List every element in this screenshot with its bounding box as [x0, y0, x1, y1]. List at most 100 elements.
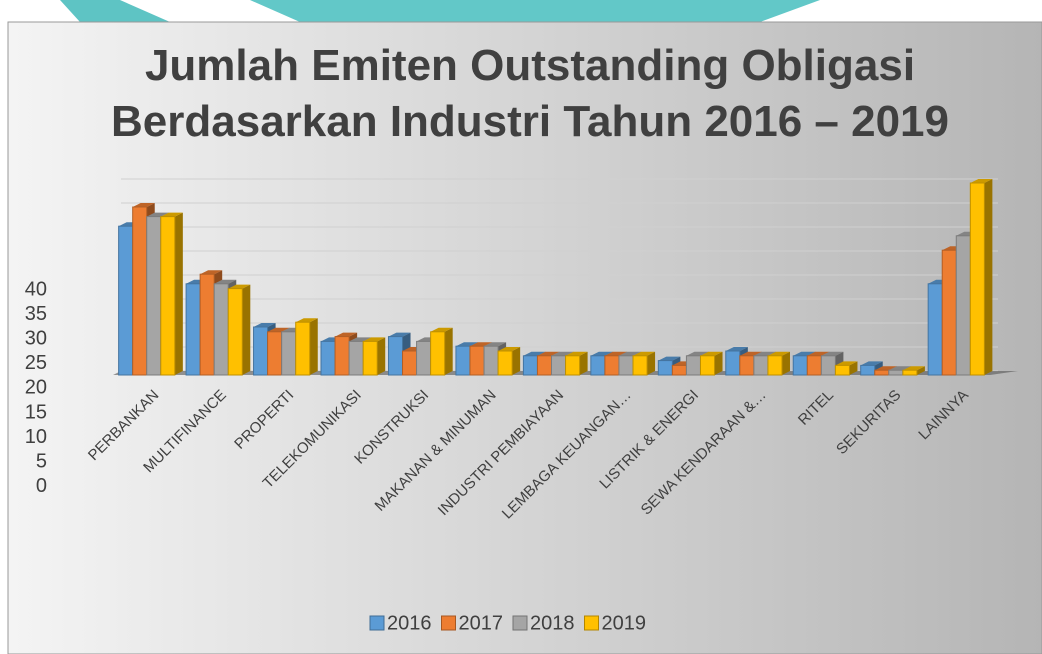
- bar-top: [455, 342, 478, 347]
- bar: [834, 364, 850, 376]
- bar: [551, 355, 567, 376]
- bar: [536, 355, 552, 376]
- bar: [348, 340, 364, 376]
- bar: [888, 369, 904, 376]
- bar-top: [686, 351, 709, 356]
- bar: [725, 350, 741, 376]
- bar: [334, 336, 350, 376]
- y-tick-label: 0: [36, 475, 47, 497]
- bar: [969, 182, 985, 376]
- bar: [320, 340, 336, 376]
- bar-top: [551, 351, 574, 356]
- bar: [362, 340, 378, 376]
- legend-swatch: [584, 615, 599, 631]
- bar-side: [781, 351, 790, 375]
- bar: [497, 350, 513, 376]
- y-tick-label: 10: [25, 426, 47, 448]
- bar: [941, 249, 957, 376]
- bar-top: [430, 327, 453, 332]
- bar-top: [807, 351, 830, 356]
- bar-top: [267, 327, 290, 332]
- bar-top: [349, 337, 372, 342]
- bar-top: [214, 279, 237, 284]
- bar: [146, 216, 162, 376]
- bar-top: [753, 351, 776, 356]
- bar: [632, 355, 648, 376]
- y-tick-label: 35: [25, 303, 47, 325]
- bar: [753, 355, 769, 376]
- bar-top: [295, 318, 318, 323]
- bar: [618, 355, 634, 376]
- legend-label: 2017: [459, 612, 504, 634]
- bar: [455, 345, 471, 376]
- bar: [685, 355, 701, 376]
- bar: [469, 345, 485, 376]
- bar: [671, 364, 687, 376]
- bar-top: [335, 332, 358, 337]
- bar-top: [523, 351, 546, 356]
- bar-top: [388, 332, 411, 337]
- bar: [699, 355, 716, 376]
- bar-top: [860, 361, 883, 366]
- decoration: [250, 0, 820, 22]
- decoration: [60, 0, 170, 22]
- bar: [955, 235, 971, 376]
- bar: [590, 355, 606, 376]
- bar: [792, 355, 808, 376]
- bar: [132, 206, 148, 376]
- bar-top: [565, 351, 588, 356]
- bar: [806, 355, 822, 376]
- bar-side: [242, 284, 251, 375]
- bar: [820, 355, 836, 376]
- bar-top: [537, 351, 560, 356]
- bar-top: [700, 351, 723, 356]
- bar: [387, 336, 404, 376]
- bar: [253, 326, 269, 376]
- bar-top: [228, 284, 251, 289]
- bar: [227, 288, 243, 376]
- bar-top: [793, 351, 816, 356]
- bar-side: [984, 179, 993, 375]
- bar: [657, 360, 673, 376]
- chart-title: Jumlah Emiten Outstanding Obligasi Berda…: [110, 38, 950, 150]
- bar: [416, 340, 432, 376]
- legend-swatch: [441, 615, 456, 631]
- y-tick-label: 5: [36, 450, 47, 472]
- bar-top: [739, 351, 762, 356]
- bar: [483, 345, 499, 376]
- bar-side: [444, 327, 453, 375]
- bar: [767, 355, 783, 376]
- bar-side: [309, 318, 318, 375]
- bar-top: [725, 347, 748, 351]
- bar: [522, 355, 538, 376]
- bar-top: [363, 337, 386, 342]
- bar: [185, 283, 201, 376]
- bar-top: [633, 351, 656, 356]
- bar-top: [160, 212, 183, 217]
- bar-side: [916, 366, 925, 375]
- bar-side: [512, 347, 521, 375]
- y-tick-label: 15: [25, 401, 47, 423]
- bar: [604, 355, 620, 376]
- title-line: Jumlah Emiten Outstanding Obligasi: [144, 41, 916, 90]
- y-tick-label: 20: [25, 377, 47, 399]
- bar: [874, 369, 890, 376]
- legend-label: 2018: [530, 612, 575, 634]
- bar: [402, 350, 418, 376]
- bar-top: [902, 366, 925, 371]
- bar: [860, 364, 876, 376]
- bar-top: [200, 270, 223, 275]
- bar-side: [174, 212, 183, 375]
- y-tick-label: 40: [25, 278, 47, 300]
- bar-top: [821, 351, 844, 356]
- bar: [565, 355, 581, 376]
- bar: [430, 331, 446, 376]
- bar: [160, 216, 176, 376]
- bar: [739, 355, 755, 376]
- bar: [902, 369, 918, 376]
- bar: [281, 331, 297, 376]
- bar-top: [767, 351, 790, 356]
- bar-side: [579, 351, 588, 375]
